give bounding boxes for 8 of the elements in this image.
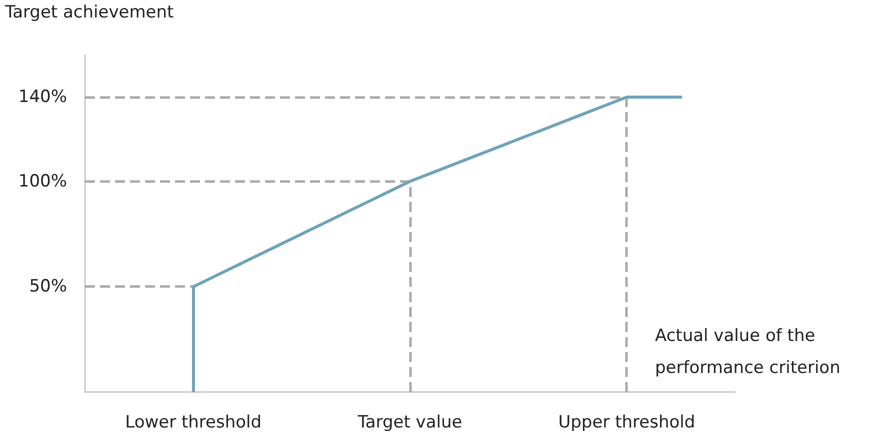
y-axis-title: Target achievement [4,2,174,22]
x-tick-label: Lower threshold [125,412,262,432]
y-tick-label: 140% [18,87,67,108]
x-tick-label: Upper threshold [558,412,696,432]
y-tick-label: 100% [18,171,67,192]
y-tick-label: 50% [29,276,67,297]
x-axis-title: Actual value of the performance criterion [655,326,840,378]
x-tick-label: Target value [356,412,462,432]
